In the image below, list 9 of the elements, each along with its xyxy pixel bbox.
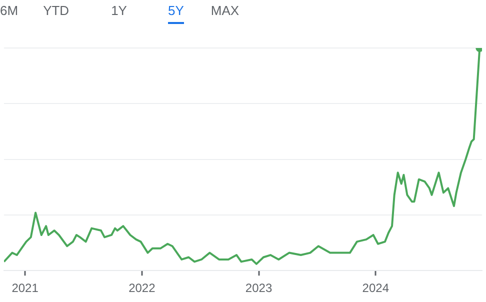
x-tick-label: 2023: [245, 281, 272, 296]
text: YTD: [43, 2, 70, 20]
x-tick-label: 2024: [362, 281, 390, 296]
text: 1Y: [111, 2, 127, 20]
text: 5Y: [168, 0, 184, 24]
x-tick-label: 2022: [128, 281, 156, 296]
x-tick-label: 2021: [12, 281, 39, 296]
text: 6M: [0, 2, 18, 20]
text: MAX: [210, 2, 240, 20]
